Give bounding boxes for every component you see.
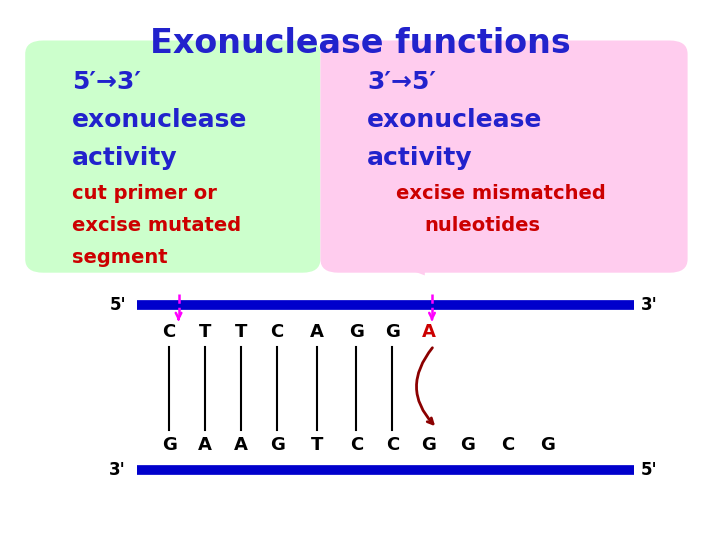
Text: 3′→5′: 3′→5′	[367, 70, 436, 94]
Text: activity: activity	[72, 146, 178, 170]
Text: G: G	[270, 436, 284, 455]
Text: G: G	[461, 436, 475, 455]
Text: Exonuclease functions: Exonuclease functions	[150, 27, 570, 60]
Text: excise mutated: excise mutated	[72, 216, 241, 235]
Text: G: G	[162, 436, 176, 455]
Text: A: A	[198, 436, 212, 455]
Text: 3': 3'	[109, 461, 126, 479]
Text: 5': 5'	[109, 296, 126, 314]
Text: C: C	[163, 323, 176, 341]
Text: segment: segment	[72, 248, 168, 267]
Text: G: G	[540, 436, 554, 455]
FancyBboxPatch shape	[320, 40, 688, 273]
Text: T: T	[310, 436, 323, 455]
Text: G: G	[421, 436, 436, 455]
Text: G: G	[385, 323, 400, 341]
Text: exonuclease: exonuclease	[72, 108, 248, 132]
Text: A: A	[310, 323, 324, 341]
Text: C: C	[350, 436, 363, 455]
Text: T: T	[235, 323, 248, 341]
Text: cut primer or: cut primer or	[72, 184, 217, 202]
Text: 5': 5'	[641, 461, 657, 479]
Text: exonuclease: exonuclease	[367, 108, 543, 132]
Text: A: A	[421, 323, 436, 341]
Text: C: C	[386, 436, 399, 455]
Text: 3': 3'	[641, 296, 657, 314]
Text: T: T	[199, 323, 212, 341]
Text: 5′→3′: 5′→3′	[72, 70, 141, 94]
FancyBboxPatch shape	[25, 40, 320, 273]
Text: G: G	[349, 323, 364, 341]
Text: excise mismatched: excise mismatched	[396, 184, 606, 202]
Polygon shape	[367, 254, 425, 275]
Text: activity: activity	[367, 146, 473, 170]
Text: A: A	[234, 436, 248, 455]
Text: nuleotides: nuleotides	[425, 216, 541, 235]
Text: C: C	[271, 323, 284, 341]
Text: C: C	[501, 436, 514, 455]
